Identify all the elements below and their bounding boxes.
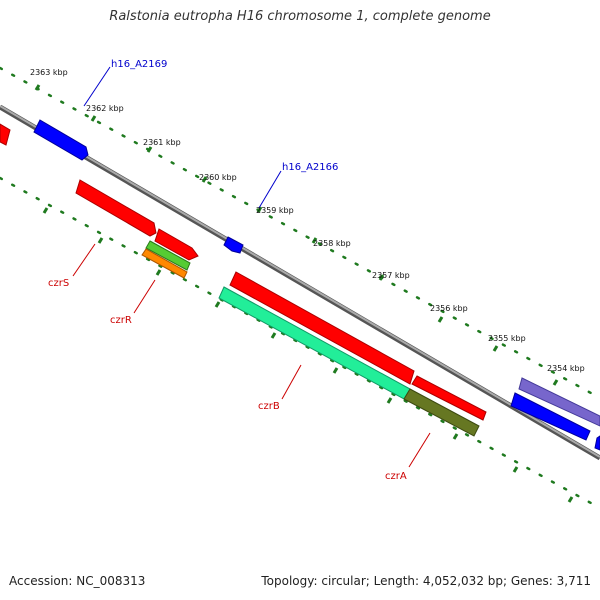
kbp-label-2361: 2361 kbp: [143, 138, 181, 147]
locus-tag-h16-A2166[interactable]: h16_A2166: [282, 162, 338, 173]
gene-feature-blue-right: [510, 392, 591, 441]
gene-feature-blue-small: [223, 236, 244, 254]
lower-major-ticks: [42, 207, 574, 503]
gene-label-czrR[interactable]: czrR: [110, 315, 132, 326]
callout-line-h16-A2166: [258, 170, 282, 209]
kbp-label-2358: 2358 kbp: [313, 239, 351, 248]
map-title: Ralstonia eutropha H16 chromosome 1, com…: [109, 9, 491, 24]
gene-label-czrS[interactable]: czrS: [48, 278, 69, 289]
chromosome-backbone-highlight: [0, 105, 600, 458]
gene-feature-czrR-cds: [141, 248, 188, 279]
gene-feature-red-left: [0, 123, 11, 146]
gene-feature-czrA: [403, 388, 480, 437]
gene-feature-blue-upper-left: [33, 119, 89, 161]
upper-major-ticks: [34, 84, 559, 386]
gene-label-czrA[interactable]: czrA: [385, 471, 407, 482]
kbp-label-2359: 2359 kbp: [256, 206, 294, 215]
callout-line-czrS: [72, 243, 96, 277]
kbp-label-2363: 2363 kbp: [30, 68, 68, 77]
gene-label-czrB[interactable]: czrB: [258, 401, 280, 412]
gene-feature-czrS: [75, 179, 157, 237]
upper-scale-dotted-line: [0, 66, 600, 400]
accession-label: Accession: NC_008313: [9, 574, 146, 588]
gene-feature-red-czrA-forward: [411, 375, 487, 421]
gene-feature-red-short: [154, 228, 199, 261]
kbp-label-2360: 2360 kbp: [199, 173, 237, 182]
callout-line-h16-A2169: [83, 66, 111, 107]
genome-summary-label: Topology: circular; Length: 4,052,032 bp…: [261, 574, 591, 588]
gene-feature-czrB: [218, 286, 411, 400]
lower-scale-dotted-line: [0, 176, 600, 510]
kbp-label-2354: 2354 kbp: [547, 364, 585, 373]
gene-feature-purple-right: [518, 377, 600, 427]
gene-feature-red-long: [229, 271, 415, 385]
callout-line-czrB: [281, 364, 302, 400]
kbp-label-2355: 2355 kbp: [488, 334, 526, 343]
kbp-label-2357: 2357 kbp: [372, 271, 410, 280]
kbp-label-2362: 2362 kbp: [86, 104, 124, 113]
callout-line-czrR: [133, 279, 156, 314]
callout-line-czrA: [408, 432, 431, 468]
locus-tag-h16-A2169[interactable]: h16_A2169: [111, 59, 167, 70]
gene-feature-blue-edge: [594, 435, 600, 451]
gene-feature-czrR-gene: [145, 240, 191, 271]
kbp-label-2356: 2356 kbp: [430, 304, 468, 313]
